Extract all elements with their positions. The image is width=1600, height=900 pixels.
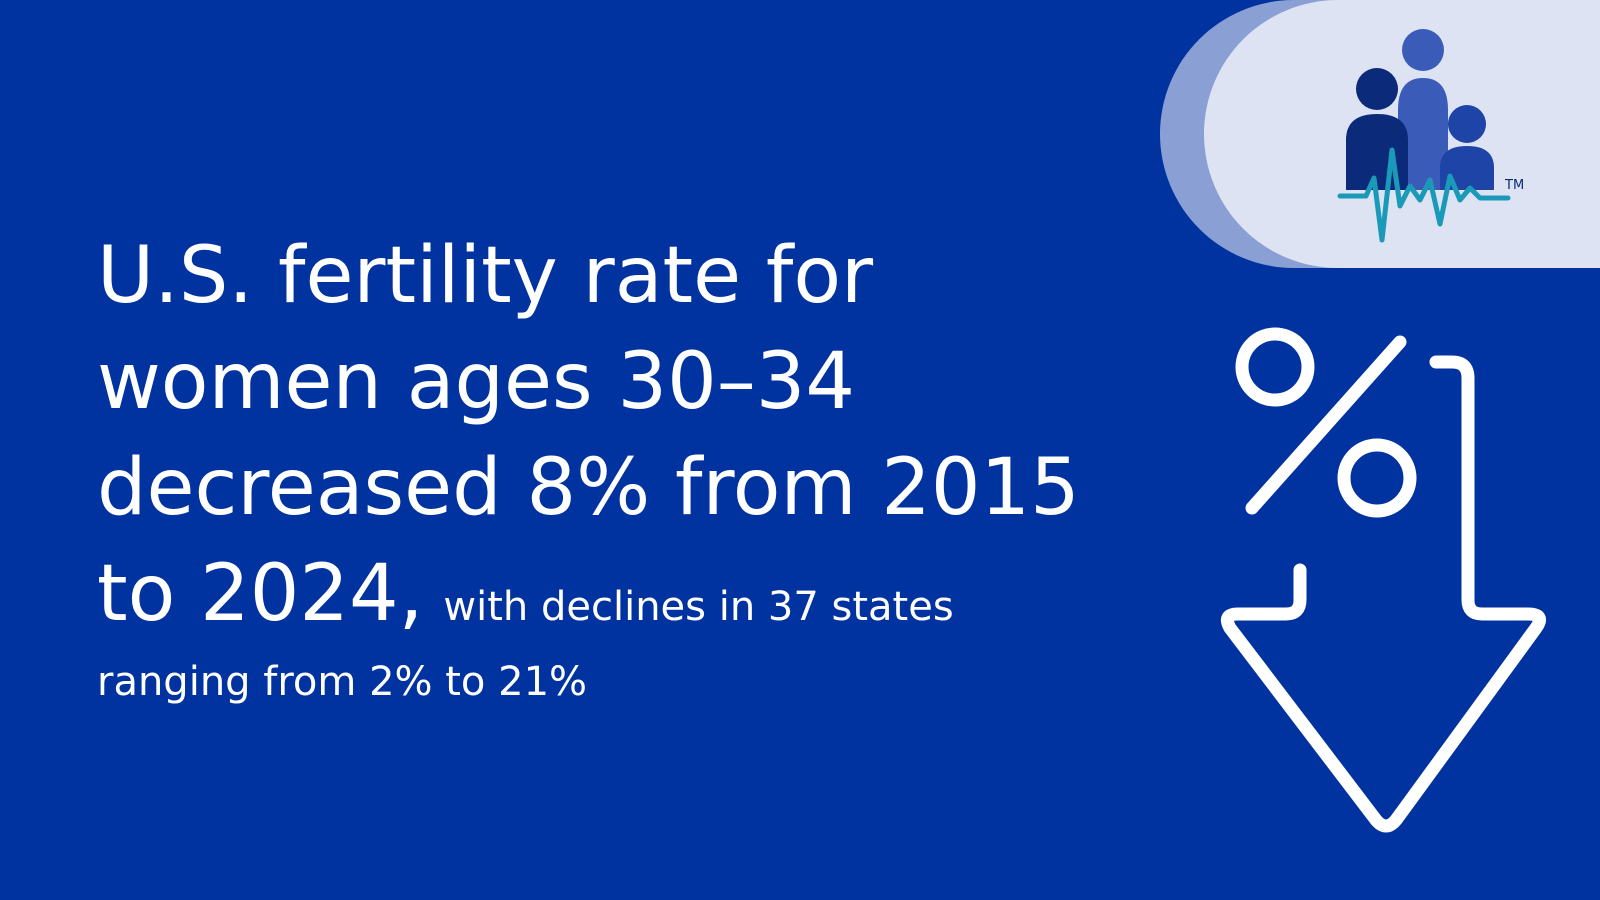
logo: TM: [1337, 29, 1524, 243]
headline-line: decreased 8% from 2015: [97, 443, 1080, 533]
mixed-line: to 2024, with declines in 37 states: [97, 549, 954, 639]
detail-line: ranging from 2% to 21%: [97, 659, 587, 705]
headline-line: women ages 30–34: [97, 337, 855, 427]
trademark: TM: [1504, 178, 1524, 193]
headline-line: to 2024,: [97, 549, 423, 639]
detail-line: with declines in 37 states: [443, 584, 953, 630]
headline-line: U.S. fertility rate for: [97, 231, 874, 321]
percent-down-icon: [1220, 327, 1547, 833]
